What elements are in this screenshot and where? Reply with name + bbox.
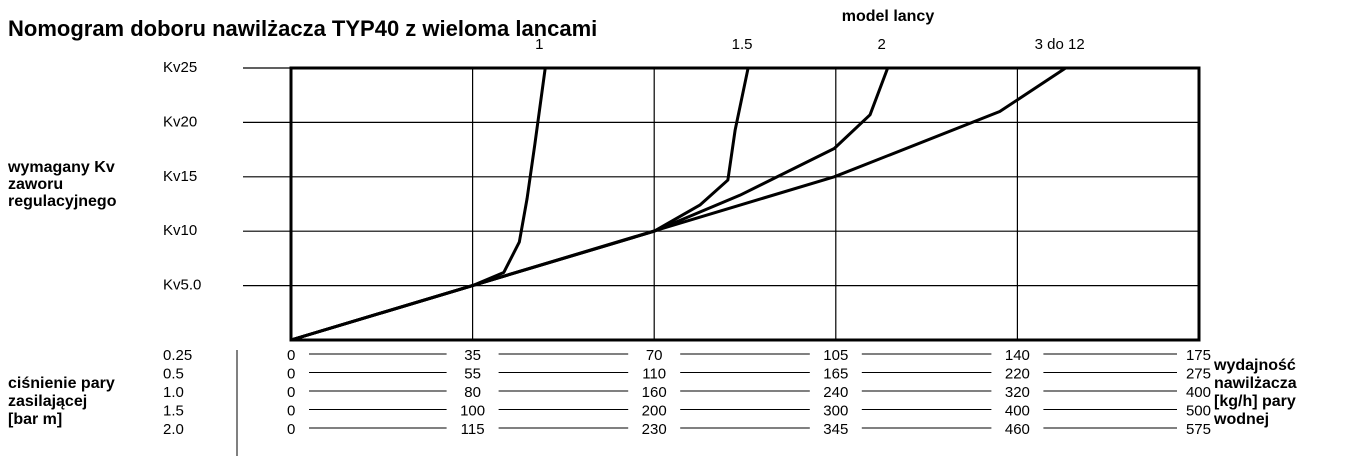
y-axis-label: wymagany Kv (7, 159, 115, 176)
legend-label: 1.5 (732, 36, 753, 53)
chart-title: Nomogram doboru nawilżacza TYP40 z wielo… (8, 16, 597, 41)
pressure-value: 1.0 (163, 384, 184, 401)
scale-value: 140 (1005, 347, 1030, 364)
pressure-label: ciśnienie pary (8, 375, 115, 392)
y-axis-label: zaworu (8, 176, 63, 193)
scale-value: 35 (464, 347, 481, 364)
scale-value: 230 (642, 421, 667, 438)
capacity-label: wydajność (1213, 357, 1296, 374)
scale-value: 110 (642, 365, 666, 382)
pressure-value: 2.0 (163, 421, 184, 438)
y-tick-label: Kv15 (163, 168, 197, 185)
scale-value: 400 (1005, 402, 1030, 419)
scale-value: 0 (287, 347, 295, 364)
scale-value: 0 (287, 402, 295, 419)
scale-value: 300 (823, 402, 848, 419)
scale-value: 460 (1005, 421, 1030, 438)
scale-value: 0 (287, 365, 295, 382)
scale-value: 275 (1186, 365, 1211, 382)
scale-value: 575 (1186, 421, 1211, 438)
curve (290, 67, 750, 342)
scale-value: 80 (464, 384, 481, 401)
legend-label: 2 (878, 36, 886, 53)
scale-value: 320 (1005, 384, 1030, 401)
capacity-label: [kg/h] pary (1214, 393, 1296, 410)
curve (290, 67, 890, 342)
curve (290, 67, 547, 342)
scale-value: 200 (642, 402, 667, 419)
scale-value: 400 (1186, 384, 1211, 401)
pressure-value: 0.5 (163, 365, 184, 382)
capacity-label: wodnej (1213, 411, 1269, 428)
legend-label: 3 do 12 (1035, 36, 1085, 53)
pressure-label: zasilającej (8, 393, 87, 410)
scale-value: 70 (646, 347, 663, 364)
scale-value: 105 (823, 347, 848, 364)
scale-value: 55 (464, 365, 481, 382)
legend-title: model lancy (842, 8, 935, 25)
scale-value: 220 (1005, 365, 1030, 382)
scale-value: 175 (1186, 347, 1211, 364)
plot-frame (289, 66, 1201, 342)
scale-value: 0 (287, 384, 295, 401)
scale-value: 345 (823, 421, 848, 438)
scale-value: 160 (642, 384, 667, 401)
y-tick-label: Kv25 (163, 59, 197, 76)
scale-value: 500 (1186, 402, 1211, 419)
capacity-label: nawilżacza (1214, 375, 1297, 392)
curve (290, 66, 1067, 342)
scale-value: 0 (287, 421, 295, 438)
y-tick-label: Kv5.0 (163, 277, 201, 294)
y-axis-label: regulacyjnego (8, 193, 117, 210)
pressure-value: 0.25 (163, 347, 192, 364)
pressure-label: [bar m] (8, 411, 62, 428)
scale-value: 115 (461, 421, 485, 438)
scale-value: 240 (823, 384, 848, 401)
y-tick-label: Kv20 (163, 113, 197, 130)
pressure-value: 1.5 (163, 402, 184, 419)
y-tick-label: Kv10 (163, 222, 197, 239)
legend-label: 1 (535, 36, 543, 53)
scale-value: 165 (823, 365, 848, 382)
scale-value: 100 (460, 402, 485, 419)
